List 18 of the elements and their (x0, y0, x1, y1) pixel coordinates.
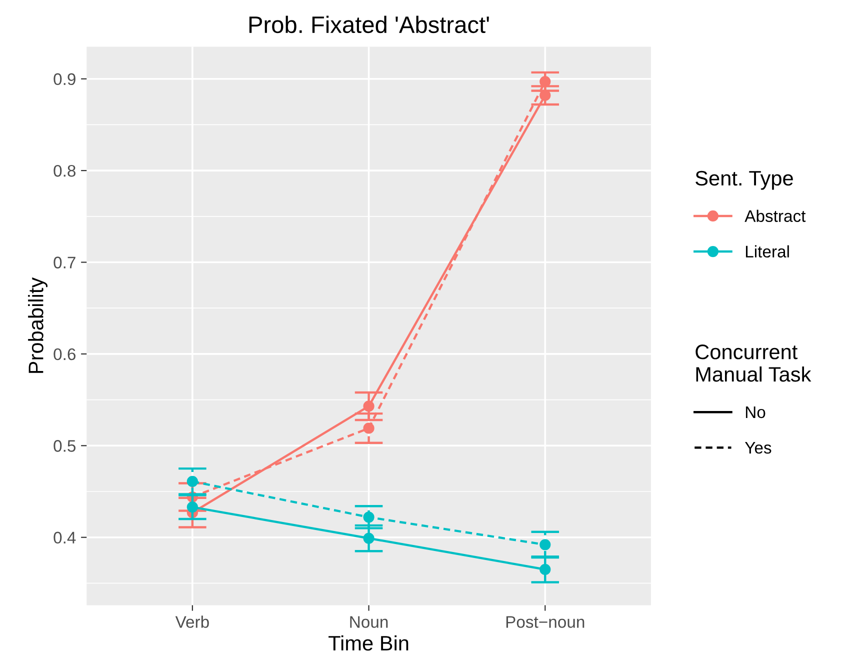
x-tick-label: Noun (350, 616, 388, 628)
y-axis-title: Probability (28, 277, 48, 373)
legend-label: Literal (746, 245, 789, 258)
text: Concurrent Manual Task (696, 344, 812, 382)
y-tick-label: 0.6 (54, 348, 76, 360)
text: Sent. Type (696, 170, 793, 190)
chart-title: Prob. Fixated 'Abstract' (249, 16, 489, 34)
y-tick-label: 0.8 (54, 164, 76, 177)
text: Yes (744, 442, 772, 454)
x-axis-title: Time Bin (328, 635, 408, 651)
y-tick-label: 0.7 (54, 256, 76, 268)
y-tick-label: 0.5 (54, 440, 76, 452)
x-tick-label: Verb (175, 616, 209, 628)
x-tick-label: Post−noun (506, 616, 584, 628)
legend-label: Abstract (744, 210, 806, 222)
y-tick-label: 0.4 (54, 532, 76, 544)
text: No (746, 406, 766, 418)
y-tick-label: 0.9 (54, 73, 76, 86)
